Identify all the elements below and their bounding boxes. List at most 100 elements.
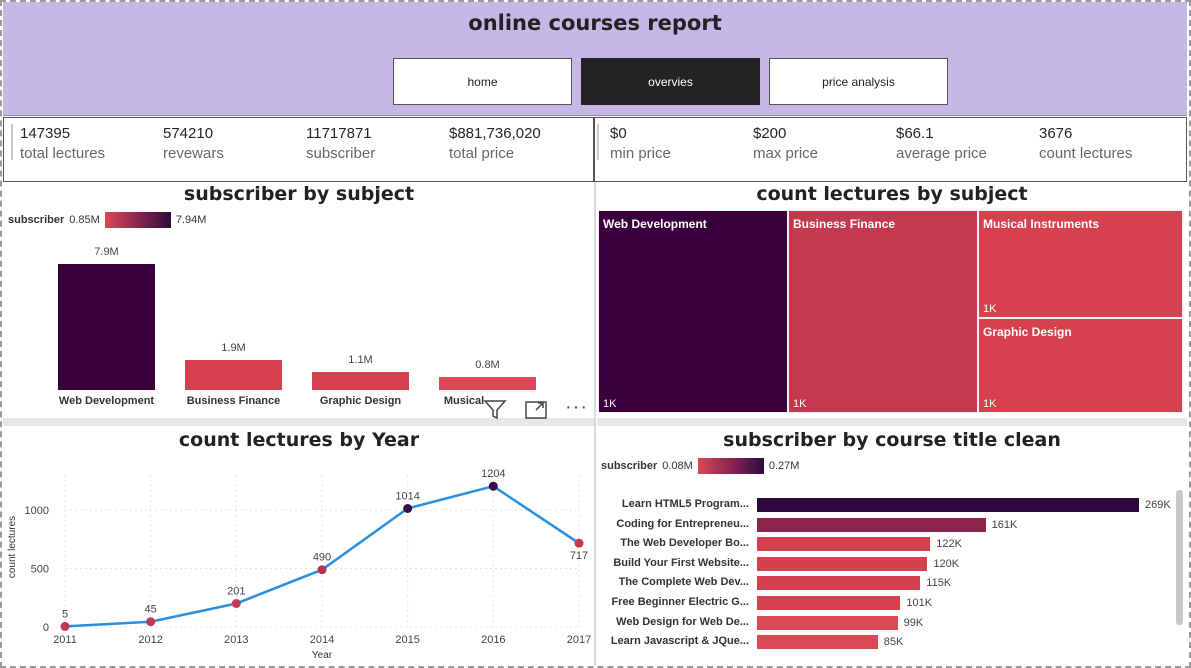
- y-tick-label: 1000: [25, 505, 49, 517]
- data-label: 1204: [481, 468, 505, 480]
- tile-value: 1K: [793, 398, 807, 410]
- legend-gradient: [104, 212, 171, 228]
- kpi-max-price: $200 max price: [745, 124, 885, 164]
- bar-value-label: 1.1M: [348, 354, 373, 367]
- bar-web-development[interactable]: [58, 263, 155, 390]
- course-bar[interactable]: [757, 596, 901, 610]
- y-axis-title: count lectures: [7, 516, 18, 578]
- bar-graphic-design[interactable]: [312, 372, 409, 390]
- data-point[interactable]: [231, 598, 241, 608]
- data-point[interactable]: [317, 565, 327, 575]
- tile-value: 1K: [983, 398, 997, 410]
- x-tick-label: 2012: [138, 634, 162, 646]
- x-tick-label: 2013: [224, 634, 248, 646]
- kpi-min-price: $0 min price: [602, 124, 742, 164]
- tile-label: Musical Instruments: [983, 217, 1100, 231]
- kpi-label: min price: [610, 145, 671, 162]
- kpi-label: revewars: [163, 145, 224, 162]
- kpi-value: 3676: [1039, 125, 1073, 142]
- report-title: online courses report: [468, 11, 722, 35]
- kpi-label: count lectures: [1039, 145, 1133, 162]
- bar-category-label: Business Finance: [186, 395, 281, 407]
- data-label: 717: [570, 550, 588, 562]
- kpi-label: subscriber: [306, 145, 376, 162]
- chart-title-count-lectures-by-year: count lectures by Year: [178, 429, 420, 451]
- course-value-label: 85K: [883, 636, 904, 649]
- course-value-label: 115K: [926, 577, 952, 590]
- course-value-label: 101K: [906, 597, 933, 609]
- course-label: Build Your First Website...: [613, 556, 749, 569]
- kpi-reviewers: 574210 revewars: [155, 124, 295, 164]
- treemap-tile-web-development[interactable]: Web Development 1K: [598, 210, 788, 413]
- course-bar[interactable]: [757, 556, 928, 571]
- course-bar[interactable]: [757, 635, 878, 650]
- course-bar[interactable]: [757, 517, 986, 532]
- course-value-label: 269K: [1145, 499, 1171, 511]
- tile-value: 1K: [983, 303, 997, 315]
- data-point[interactable]: [488, 481, 498, 491]
- x-tick-label: 2011: [53, 634, 77, 646]
- kpi-label: average price: [896, 145, 987, 162]
- y-tick-label: 500: [31, 564, 49, 576]
- course-value-label: 99K: [903, 616, 924, 629]
- nav-home-button[interactable]: home: [393, 58, 572, 105]
- tile-label: Business Finance: [793, 217, 896, 231]
- kpi-total-price: $881,736,020 total price: [441, 124, 581, 164]
- kpi-average-price: $66.1 average price: [888, 124, 1028, 164]
- course-bar[interactable]: [757, 615, 898, 630]
- data-label: 201: [227, 585, 245, 597]
- course-label: Free Beginner Electric G...: [611, 596, 749, 608]
- bar-value-label: 7.9M: [94, 245, 119, 258]
- chart-title-count-lectures-by-subject: count lectures by subject: [756, 183, 1028, 205]
- treemap-tile-graphic-design[interactable]: Graphic Design 1K: [978, 318, 1183, 413]
- bar-category-label: Musical: [443, 395, 485, 407]
- bar-musical-instruments[interactable]: [439, 377, 536, 390]
- course-bar[interactable]: [757, 498, 1139, 512]
- x-tick-label: 2014: [310, 634, 334, 646]
- panel-divider: [597, 418, 1187, 426]
- data-point[interactable]: [403, 503, 413, 513]
- legend-min: 0.08M: [662, 460, 693, 472]
- x-tick-label: 2015: [395, 634, 419, 646]
- course-value-label: 120K: [933, 557, 960, 570]
- data-label: 45: [145, 604, 157, 616]
- legend-name: subscriber: [601, 460, 658, 472]
- nav-price-analysis-button[interactable]: price analysis: [769, 58, 948, 105]
- legend-max: 0.27M: [768, 460, 800, 472]
- kpi-label: max price: [753, 145, 819, 162]
- course-label: Web Design for Web De...: [616, 615, 749, 628]
- chart-scrollbar[interactable]: [1176, 490, 1183, 625]
- data-point[interactable]: [146, 617, 156, 627]
- tile-value: 1K: [603, 398, 617, 410]
- course-bar[interactable]: [757, 576, 921, 591]
- data-label: 1014: [395, 490, 419, 502]
- course-bar[interactable]: [757, 537, 931, 552]
- treemap-tile-business-finance[interactable]: Business Finance 1K: [788, 210, 978, 413]
- tile-label: Web Development: [603, 217, 707, 231]
- filter-icon[interactable]: [483, 398, 507, 425]
- kpi-value: $0: [610, 125, 627, 142]
- kpi-label: total lectures: [20, 145, 106, 162]
- chart-title-subscriber-by-subject: subscriber by subject: [183, 183, 415, 205]
- bar-value-label: 0.8M: [475, 359, 500, 372]
- treemap-tile-musical-instruments[interactable]: Musical Instruments 1K: [978, 210, 1183, 318]
- kpi-value: $200: [753, 125, 787, 142]
- legend-gradient: [697, 458, 764, 474]
- course-value-label: 122K: [936, 538, 962, 551]
- kpi-label: total price: [449, 145, 515, 162]
- data-point[interactable]: [60, 621, 70, 631]
- more-options-icon[interactable]: ···: [565, 396, 588, 418]
- kpi-total-lectures: 147395 total lectures: [12, 124, 152, 164]
- kpi-separator: [11, 124, 13, 160]
- nav-overvies-button[interactable]: overvies: [581, 58, 760, 105]
- legend-min: 0.85M: [69, 214, 100, 226]
- bar-business-finance[interactable]: [185, 359, 282, 390]
- x-axis-title: Year: [312, 650, 333, 661]
- report-header: online courses report home overvies pric…: [3, 2, 1187, 116]
- kpi-value: $881,736,020: [449, 125, 541, 142]
- kpi-card-left: 147395 total lectures 574210 revewars 11…: [3, 117, 594, 182]
- data-point[interactable]: [574, 538, 584, 548]
- focus-mode-icon[interactable]: [524, 399, 548, 426]
